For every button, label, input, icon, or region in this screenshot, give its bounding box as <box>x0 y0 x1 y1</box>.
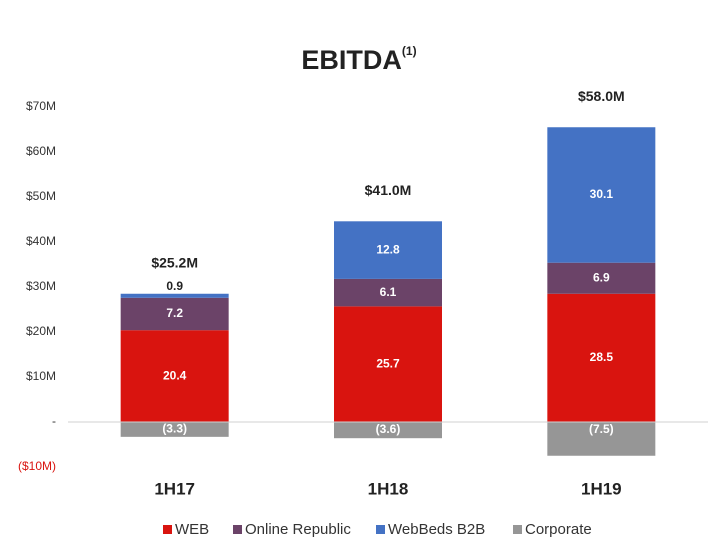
legend-label: Corporate <box>525 521 592 538</box>
y-tick-label: - <box>52 414 56 428</box>
y-tick-label: $30M <box>26 279 56 293</box>
x-tick-label: 1H19 <box>581 479 622 498</box>
value-label: 28.5 <box>590 350 614 364</box>
title-text: EBITDA <box>301 45 402 75</box>
bar-segment <box>334 278 442 307</box>
bar-segment <box>334 306 442 422</box>
value-label: (7.5) <box>589 422 614 436</box>
y-tick-label: ($10M) <box>18 459 56 473</box>
total-label: $41.0M <box>365 182 412 198</box>
value-label: 25.7 <box>376 356 400 370</box>
y-tick-label: $40M <box>26 234 56 248</box>
bar-segment <box>120 297 229 331</box>
y-tick-label: $10M <box>26 369 56 383</box>
legend-label: WEB <box>175 521 209 538</box>
bar-segment <box>334 422 442 439</box>
bar-segment <box>120 330 229 422</box>
value-label: 7.2 <box>166 306 183 320</box>
total-label: $25.2M <box>151 254 198 270</box>
y-tick-label: $50M <box>26 189 56 203</box>
legend-swatch <box>513 525 522 534</box>
title-note: (1) <box>402 44 417 58</box>
y-tick-label: $70M <box>26 99 56 113</box>
legend-swatch <box>233 525 242 534</box>
bar-segment <box>547 127 656 263</box>
y-tick-label: $20M <box>26 324 56 338</box>
value-label: 30.1 <box>590 187 614 201</box>
value-label: (3.6) <box>376 422 401 436</box>
value-label: 6.1 <box>380 285 397 299</box>
bar-segment <box>547 262 656 294</box>
bar-segment <box>547 422 656 456</box>
y-tick-label: $60M <box>26 144 56 158</box>
legend-label: WebBeds B2B <box>388 521 485 538</box>
bar-segment <box>120 293 229 298</box>
value-label: 12.8 <box>376 242 400 256</box>
chart-title: EBITDA(1) <box>301 44 416 75</box>
x-tick-label: 1H18 <box>368 479 409 498</box>
value-label: 6.9 <box>593 270 610 284</box>
value-label: 0.9 <box>166 279 183 293</box>
bar-segment <box>120 422 229 437</box>
bar-segment <box>547 293 656 422</box>
value-label: 20.4 <box>163 368 187 382</box>
total-label: $58.0M <box>578 88 625 104</box>
legend-swatch <box>376 525 385 534</box>
legend-label: Online Republic <box>245 521 351 538</box>
x-tick-label: 1H17 <box>154 479 195 498</box>
bar-segment <box>334 221 442 279</box>
legend-swatch <box>163 525 172 534</box>
value-label: (3.3) <box>162 422 187 436</box>
